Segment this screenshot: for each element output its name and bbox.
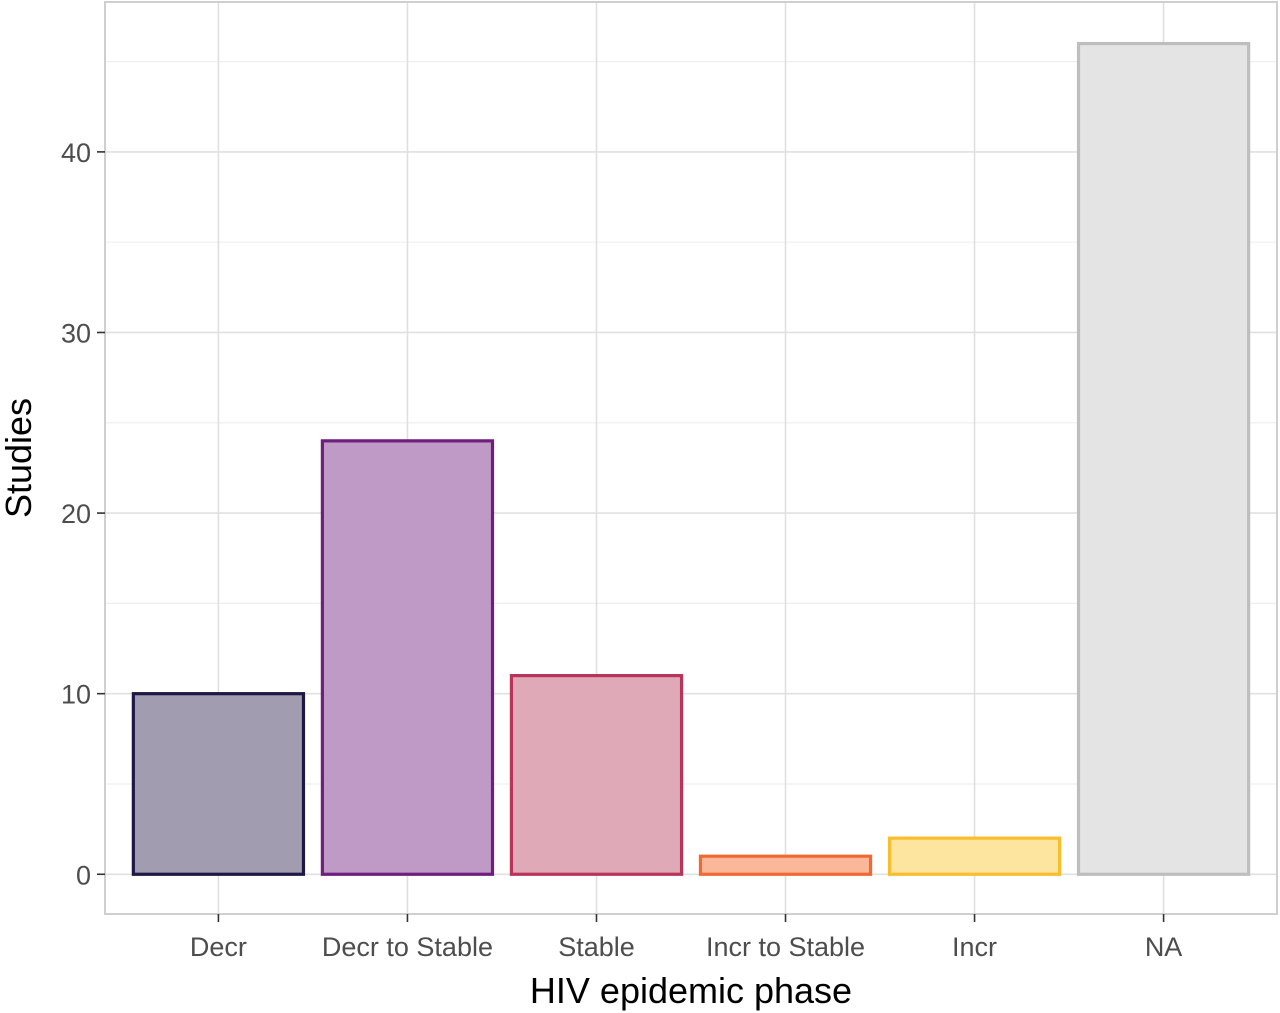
bar-stable xyxy=(509,674,684,876)
x-axis-title: HIV epidemic phase xyxy=(530,970,852,1011)
y-tick-label: 30 xyxy=(61,318,91,348)
bar-incr-to-stable xyxy=(698,854,873,876)
axis-ticks xyxy=(97,151,1165,922)
bar-incr xyxy=(887,836,1062,876)
x-tick-label: Incr xyxy=(952,932,997,962)
x-tick-label: NA xyxy=(1145,932,1183,962)
bar-na xyxy=(1076,41,1251,876)
bar-decr-to-stable xyxy=(320,439,495,876)
x-tick-label: Incr to Stable xyxy=(706,932,865,962)
x-tick-label: Decr xyxy=(190,932,247,962)
panel-border xyxy=(104,1,1278,915)
y-tick-label: 0 xyxy=(76,860,91,890)
y-axis-title: Studies xyxy=(0,398,39,518)
tick-labels: 0 10 20 30 40 Decr Decr to Stable Stable Incr to… xyxy=(61,138,1182,962)
y-tick-label: 10 xyxy=(61,680,91,710)
x-tick-label: Decr to Stable xyxy=(322,932,493,962)
y-tick-label: 40 xyxy=(61,138,91,168)
bar-decr xyxy=(131,692,306,876)
bars xyxy=(131,41,1251,876)
y-tick-label: 20 xyxy=(61,499,91,529)
x-tick-label: Stable xyxy=(558,932,635,962)
